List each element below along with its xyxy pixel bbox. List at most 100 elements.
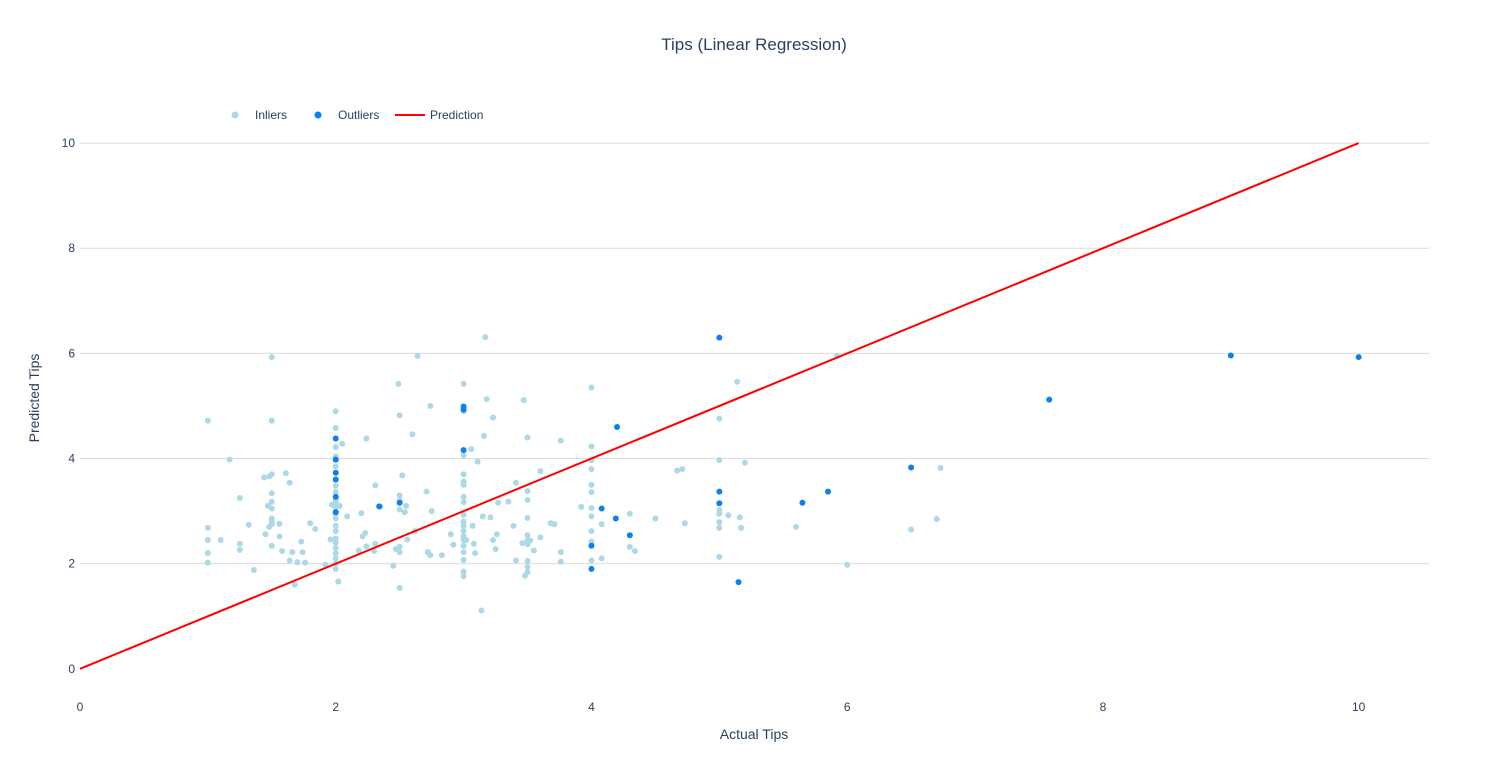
- inlier-point[interactable]: [438, 552, 445, 559]
- inlier-point[interactable]: [396, 492, 403, 499]
- legend-item-outliers[interactable]: Outliers: [314, 108, 380, 122]
- inlier-point[interactable]: [937, 464, 944, 471]
- outlier-point[interactable]: [799, 499, 806, 506]
- inlier-point[interactable]: [312, 525, 319, 532]
- inlier-point[interactable]: [524, 558, 531, 565]
- inlier-point[interactable]: [286, 479, 293, 486]
- inlier-point[interactable]: [524, 532, 531, 539]
- inlier-point[interactable]: [530, 547, 537, 554]
- inlier-point[interactable]: [204, 559, 211, 566]
- outlier-point[interactable]: [716, 500, 723, 507]
- inlier-point[interactable]: [793, 523, 800, 530]
- inlier-point[interactable]: [362, 530, 369, 537]
- inlier-point[interactable]: [250, 566, 257, 573]
- inlier-point[interactable]: [652, 515, 659, 522]
- inlier-point[interactable]: [588, 528, 595, 535]
- inlier-point[interactable]: [479, 513, 486, 520]
- inlier-point[interactable]: [588, 504, 595, 511]
- inlier-point[interactable]: [537, 534, 544, 541]
- outlier-point[interactable]: [588, 542, 595, 549]
- legend-item-inliers[interactable]: Inliers: [231, 108, 288, 122]
- inlier-point[interactable]: [578, 503, 585, 510]
- inlier-point[interactable]: [524, 488, 531, 495]
- inlier-point[interactable]: [513, 557, 520, 564]
- inlier-point[interactable]: [460, 471, 467, 478]
- inlier-point[interactable]: [463, 537, 470, 544]
- inlier-point[interactable]: [339, 440, 346, 447]
- inlier-point[interactable]: [483, 396, 490, 403]
- outlier-point[interactable]: [396, 499, 403, 506]
- inlier-point[interactable]: [626, 510, 633, 517]
- outlier-point[interactable]: [332, 509, 339, 516]
- inlier-point[interactable]: [286, 557, 293, 564]
- inlier-point[interactable]: [276, 520, 283, 527]
- inlier-point[interactable]: [460, 549, 467, 556]
- inlier-point[interactable]: [332, 535, 339, 542]
- inlier-point[interactable]: [332, 565, 339, 572]
- inlier-point[interactable]: [291, 581, 298, 588]
- inlier-point[interactable]: [557, 437, 564, 444]
- inlier-point[interactable]: [674, 467, 681, 474]
- inlier-point[interactable]: [268, 542, 275, 549]
- inlier-point[interactable]: [332, 515, 339, 522]
- inlier-point[interactable]: [741, 459, 748, 466]
- inlier-point[interactable]: [279, 548, 286, 555]
- inlier-point[interactable]: [401, 509, 408, 516]
- inlier-point[interactable]: [460, 568, 467, 575]
- inlier-point[interactable]: [298, 538, 305, 545]
- inlier-point[interactable]: [332, 539, 339, 546]
- inlier-point[interactable]: [268, 417, 275, 424]
- inlier-point[interactable]: [738, 524, 745, 531]
- outlier-point[interactable]: [376, 503, 383, 510]
- inlier-point[interactable]: [245, 521, 252, 528]
- inlier-point[interactable]: [631, 548, 638, 555]
- outlier-point[interactable]: [612, 515, 619, 522]
- inlier-point[interactable]: [332, 408, 339, 415]
- inlier-point[interactable]: [588, 557, 595, 564]
- inlier-point[interactable]: [268, 471, 275, 478]
- inlier-point[interactable]: [460, 542, 467, 549]
- inlier-point[interactable]: [588, 481, 595, 488]
- inlier-point[interactable]: [268, 505, 275, 512]
- inlier-point[interactable]: [736, 514, 743, 521]
- inlier-point[interactable]: [332, 544, 339, 551]
- inlier-point[interactable]: [598, 555, 605, 562]
- inlier-point[interactable]: [236, 540, 243, 547]
- inlier-point[interactable]: [428, 508, 435, 515]
- inlier-point[interactable]: [908, 526, 915, 533]
- inlier-point[interactable]: [204, 550, 211, 557]
- inlier-point[interactable]: [513, 479, 520, 486]
- inlier-point[interactable]: [409, 431, 416, 438]
- outlier-point[interactable]: [716, 334, 723, 341]
- inlier-point[interactable]: [363, 543, 370, 550]
- inlier-point[interactable]: [495, 499, 502, 506]
- inlier-point[interactable]: [487, 514, 494, 521]
- inlier-point[interactable]: [505, 498, 512, 505]
- inlier-point[interactable]: [355, 547, 362, 554]
- inlier-point[interactable]: [396, 549, 403, 556]
- legend-item-prediction[interactable]: Prediction: [395, 108, 483, 122]
- inlier-point[interactable]: [844, 561, 851, 568]
- inlier-point[interactable]: [588, 513, 595, 520]
- outlier-point[interactable]: [1227, 352, 1234, 359]
- inlier-point[interactable]: [492, 545, 499, 552]
- inlier-point[interactable]: [490, 537, 497, 544]
- inlier-point[interactable]: [332, 522, 339, 529]
- inlier-point[interactable]: [395, 380, 402, 387]
- inlier-point[interactable]: [447, 531, 454, 538]
- inlier-point[interactable]: [332, 489, 339, 496]
- inlier-point[interactable]: [299, 549, 306, 556]
- inlier-point[interactable]: [527, 537, 534, 544]
- outlier-point[interactable]: [598, 505, 605, 512]
- inlier-point[interactable]: [390, 562, 397, 569]
- inlier-point[interactable]: [423, 488, 430, 495]
- inlier-point[interactable]: [460, 556, 467, 563]
- outlier-point[interactable]: [1355, 354, 1362, 361]
- inlier-point[interactable]: [557, 558, 564, 565]
- inlier-point[interactable]: [551, 521, 558, 528]
- inlier-point[interactable]: [469, 522, 476, 529]
- inlier-point[interactable]: [307, 520, 314, 527]
- inlier-point[interactable]: [626, 543, 633, 550]
- inlier-point[interactable]: [268, 490, 275, 497]
- inlier-point[interactable]: [427, 552, 434, 559]
